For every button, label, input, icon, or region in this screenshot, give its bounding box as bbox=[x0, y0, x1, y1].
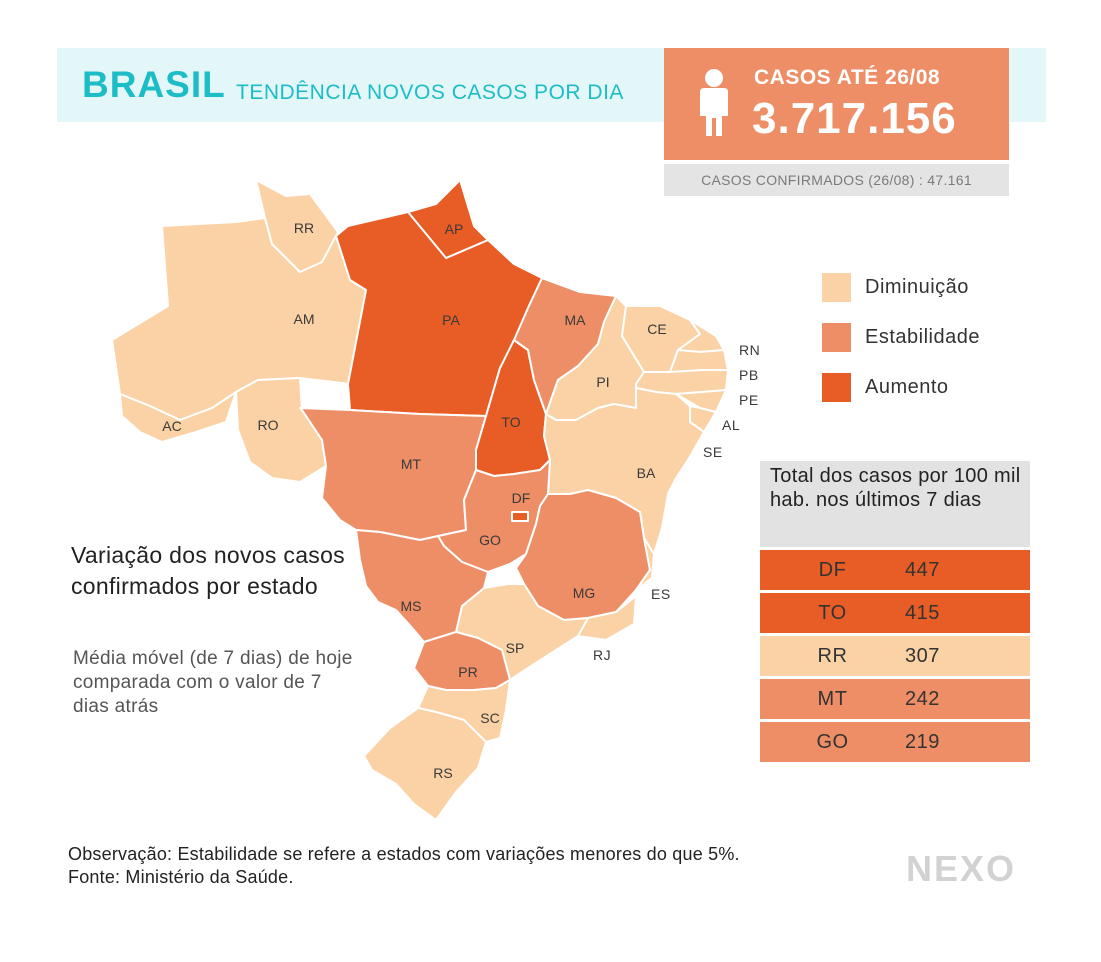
variation-title: Variação dos novos casos confirmados por… bbox=[71, 542, 345, 599]
state-label-ma: MA bbox=[565, 312, 587, 328]
state-label-mt: MT bbox=[401, 456, 422, 472]
state-rr bbox=[255, 179, 339, 273]
legend-item-decrease: Diminuição bbox=[822, 262, 980, 312]
state-label-to: TO bbox=[501, 414, 520, 430]
legend-item-increase: Aumento bbox=[822, 362, 980, 412]
state-label-go: GO bbox=[479, 532, 501, 548]
state-label-ap: AP bbox=[445, 221, 464, 237]
person-icon bbox=[700, 69, 728, 136]
legend-swatch-increase bbox=[822, 372, 851, 402]
ranking-row: MT 242 bbox=[760, 679, 1030, 719]
state-ro bbox=[235, 377, 327, 483]
state-ac bbox=[119, 391, 237, 443]
ranking-uf: MT bbox=[817, 687, 848, 710]
ranking-value: 242 bbox=[905, 687, 940, 710]
state-label-ro: RO bbox=[258, 417, 279, 433]
state-label-rs: RS bbox=[433, 765, 452, 781]
ranking-row: GO 219 bbox=[760, 722, 1030, 762]
ranking-uf: DF bbox=[818, 558, 847, 581]
state-label-pr: PR bbox=[458, 664, 477, 680]
legend: Diminuição Estabilidade Aumento bbox=[822, 262, 980, 412]
state-label-am: AM bbox=[294, 311, 315, 327]
legend-label-decrease: Diminuição bbox=[865, 275, 969, 298]
ranking-value: 307 bbox=[905, 644, 940, 667]
state-label-mg: MG bbox=[573, 585, 596, 601]
state-label-sp: SP bbox=[506, 640, 525, 656]
ranking-uf: RR bbox=[817, 644, 848, 667]
state-label-al: AL bbox=[722, 417, 741, 433]
state-label-pe: PE bbox=[739, 392, 759, 408]
legend-swatch-decrease bbox=[822, 272, 851, 302]
ranking-value: 219 bbox=[905, 730, 940, 753]
ranking-row: RR 307 bbox=[760, 636, 1030, 676]
state-label-ms: MS bbox=[401, 598, 422, 614]
state-ap bbox=[407, 179, 489, 259]
state-label-es: ES bbox=[651, 586, 671, 602]
ranking-uf: GO bbox=[816, 730, 849, 753]
state-label-ac: AC bbox=[162, 418, 181, 434]
ranking-title: Total dos casos por 100 mil hab. nos últ… bbox=[760, 461, 1030, 547]
state-label-ce: CE bbox=[647, 321, 666, 337]
state-al bbox=[675, 389, 727, 413]
legend-item-stable: Estabilidade bbox=[822, 312, 980, 362]
ranking-uf: TO bbox=[818, 601, 847, 624]
state-label-rj: RJ bbox=[593, 647, 612, 663]
page-title: BRASIL bbox=[82, 64, 226, 105]
cases-total-box: CASOS ATÉ 26/08 3.717.156 bbox=[664, 48, 1009, 160]
state-label-sc: SC bbox=[480, 710, 499, 726]
cases-label: CASOS ATÉ 26/08 bbox=[754, 66, 941, 89]
state-label-pb: PB bbox=[739, 367, 759, 383]
page-subtitle: TENDÊNCIA NOVOS CASOS POR DIA bbox=[236, 81, 624, 104]
state-label-df: DF bbox=[512, 490, 531, 506]
ranking-row: TO 415 bbox=[760, 593, 1030, 633]
ranking-value: 415 bbox=[905, 601, 940, 624]
nexo-logo: NEXO bbox=[906, 848, 1017, 889]
ranking-table: Total dos casos por 100 mil hab. nos últ… bbox=[760, 461, 1030, 762]
cases-value: 3.717.156 bbox=[752, 94, 957, 143]
observation-note: Observação: Estabilidade se refere a est… bbox=[68, 844, 740, 887]
state-label-se: SE bbox=[703, 444, 723, 460]
legend-label-increase: Aumento bbox=[865, 375, 949, 398]
state-ms bbox=[355, 529, 489, 643]
variation-description: Média móvel (de 7 dias) de hoje comparad… bbox=[73, 648, 353, 717]
state-label-rr: RR bbox=[294, 220, 314, 236]
state-label-ba: BA bbox=[637, 465, 656, 481]
state-mt bbox=[299, 407, 487, 541]
legend-label-stable: Estabilidade bbox=[865, 325, 980, 348]
state-es bbox=[635, 537, 655, 591]
state-label-pa: PA bbox=[442, 312, 460, 328]
ranking-value: 447 bbox=[905, 558, 940, 581]
legend-swatch-stable bbox=[822, 322, 851, 352]
state-label-pi: PI bbox=[596, 374, 609, 390]
state-df bbox=[511, 511, 529, 522]
state-label-rn: RN bbox=[739, 342, 761, 358]
state-rs bbox=[363, 707, 487, 821]
confirmed-note: CASOS CONFIRMADOS (26/08) : 47.161 bbox=[664, 164, 1009, 196]
ranking-row: DF 447 bbox=[760, 550, 1030, 590]
